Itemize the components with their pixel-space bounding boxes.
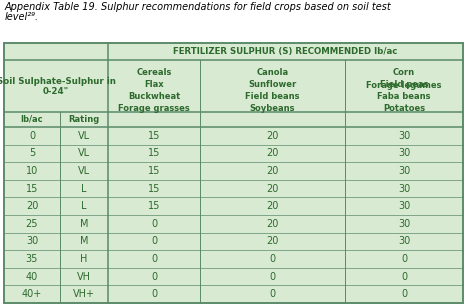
Text: Flax: Flax bbox=[144, 80, 164, 89]
Text: 15: 15 bbox=[148, 131, 160, 141]
Text: Sunflower: Sunflower bbox=[249, 80, 296, 89]
Text: VL: VL bbox=[78, 148, 90, 158]
Text: 0: 0 bbox=[269, 254, 276, 264]
Text: 0: 0 bbox=[151, 254, 157, 264]
Text: Cereals: Cereals bbox=[136, 68, 172, 77]
Text: Potatoes: Potatoes bbox=[383, 104, 425, 113]
Text: Canola: Canola bbox=[257, 68, 288, 77]
Text: Buckwheat: Buckwheat bbox=[128, 92, 180, 101]
Text: 30: 30 bbox=[398, 166, 410, 176]
Text: 0: 0 bbox=[151, 237, 157, 246]
Text: 0: 0 bbox=[29, 131, 35, 141]
Text: L: L bbox=[81, 201, 87, 211]
Text: 5: 5 bbox=[29, 148, 35, 158]
Text: VL: VL bbox=[78, 131, 90, 141]
Text: 30: 30 bbox=[398, 219, 410, 229]
Text: M: M bbox=[80, 219, 88, 229]
Text: Faba beans: Faba beans bbox=[377, 92, 431, 101]
Text: Appendix Table 19. Sulphur recommendations for field crops based on soil test: Appendix Table 19. Sulphur recommendatio… bbox=[5, 2, 392, 12]
Text: lb/ac: lb/ac bbox=[21, 115, 43, 124]
Text: 15: 15 bbox=[148, 201, 160, 211]
Text: 0: 0 bbox=[401, 289, 407, 299]
Text: 30: 30 bbox=[398, 131, 410, 141]
Text: Field peas: Field peas bbox=[380, 80, 428, 89]
Text: 20: 20 bbox=[266, 184, 279, 194]
Text: 0: 0 bbox=[269, 272, 276, 282]
Text: 0: 0 bbox=[151, 219, 157, 229]
Text: 30: 30 bbox=[26, 237, 38, 246]
Text: 0: 0 bbox=[151, 272, 157, 282]
Text: 30: 30 bbox=[398, 237, 410, 246]
Text: 30: 30 bbox=[398, 148, 410, 158]
Text: 25: 25 bbox=[26, 219, 38, 229]
Text: L: L bbox=[81, 184, 87, 194]
Text: 0-24": 0-24" bbox=[43, 87, 69, 96]
Bar bbox=[4, 43, 463, 303]
Text: Forage grasses: Forage grasses bbox=[118, 104, 190, 113]
Text: Rating: Rating bbox=[68, 115, 99, 124]
Text: 20: 20 bbox=[266, 148, 279, 158]
Text: 0: 0 bbox=[151, 289, 157, 299]
Text: 15: 15 bbox=[148, 148, 160, 158]
Text: Forage legumes: Forage legumes bbox=[366, 82, 442, 91]
Text: 15: 15 bbox=[148, 166, 160, 176]
Text: Soil Sulphate-Sulphur in: Soil Sulphate-Sulphur in bbox=[0, 76, 115, 86]
Text: 20: 20 bbox=[266, 219, 279, 229]
Text: VH: VH bbox=[77, 272, 91, 282]
Text: Field beans: Field beans bbox=[245, 92, 300, 101]
Text: 10: 10 bbox=[26, 166, 38, 176]
Text: Soybeans: Soybeans bbox=[250, 104, 295, 113]
Text: 20: 20 bbox=[266, 166, 279, 176]
Text: 20: 20 bbox=[26, 201, 38, 211]
Text: Corn: Corn bbox=[393, 68, 415, 77]
Text: 30: 30 bbox=[398, 184, 410, 194]
Text: VL: VL bbox=[78, 166, 90, 176]
Text: 15: 15 bbox=[148, 184, 160, 194]
Text: VH+: VH+ bbox=[73, 289, 95, 299]
Text: 15: 15 bbox=[26, 184, 38, 194]
Text: level²⁹.: level²⁹. bbox=[5, 12, 39, 22]
Text: 20: 20 bbox=[266, 131, 279, 141]
Text: 35: 35 bbox=[26, 254, 38, 264]
Text: 30: 30 bbox=[398, 201, 410, 211]
Text: H: H bbox=[80, 254, 88, 264]
Text: 20: 20 bbox=[266, 237, 279, 246]
Text: 40+: 40+ bbox=[22, 289, 42, 299]
Text: FERTILIZER SULPHUR (S) RECOMMENDED lb/ac: FERTILIZER SULPHUR (S) RECOMMENDED lb/ac bbox=[174, 47, 398, 56]
Text: 40: 40 bbox=[26, 272, 38, 282]
Text: 0: 0 bbox=[401, 254, 407, 264]
Text: 0: 0 bbox=[269, 289, 276, 299]
Text: 0: 0 bbox=[401, 272, 407, 282]
Text: 20: 20 bbox=[266, 201, 279, 211]
Text: M: M bbox=[80, 237, 88, 246]
